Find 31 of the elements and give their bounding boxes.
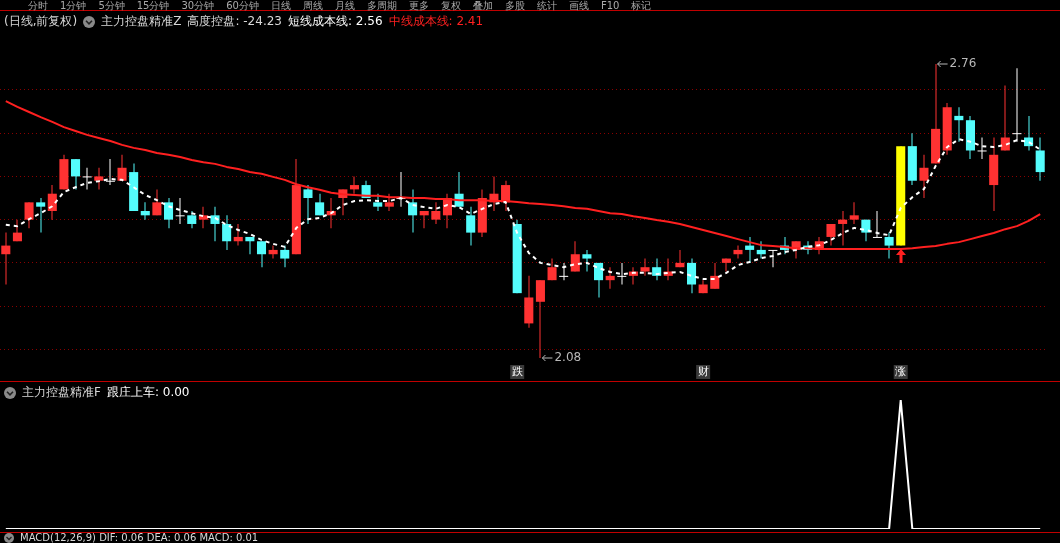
text: 高度控盘: -24.23 (187, 13, 282, 30)
text: 60分钟 (226, 0, 259, 11)
text: 分时 (28, 0, 48, 11)
text: 多股 (504, 0, 525, 11)
text: 15分钟 (136, 0, 170, 11)
annotation: 2.08 (554, 350, 582, 365)
text: 统计 (536, 0, 557, 11)
text: 短线成本线: 2.56 (287, 13, 383, 30)
chart-subtitle: 主力控盘精准Z (101, 13, 182, 30)
annotation: 2.76 (949, 56, 977, 71)
text: 叠加 (472, 0, 493, 11)
text: 周线 (302, 0, 323, 11)
text: MACD(12,26,9) DIF: 0.06 DEA: 0.06 MACD: 0.01 (20, 532, 259, 543)
chart-title: (日线,前复权) (4, 13, 78, 30)
text: 多周期 (366, 0, 397, 11)
text: 1分钟 (60, 0, 87, 11)
text: 月线 (334, 0, 355, 11)
text: F10 (600, 0, 620, 11)
text: 财 (697, 364, 709, 378)
text: 复权 (440, 0, 461, 11)
text: 涨 (895, 364, 907, 378)
text: 跌 (511, 364, 523, 378)
text: 跟庄上车: 0.00 (106, 384, 190, 401)
text: 更多 (408, 0, 429, 11)
chart-title: 主力控盘精准F (22, 384, 101, 401)
text: 5分钟 (98, 0, 125, 11)
text: 日线 (270, 0, 291, 11)
text: 标记 (631, 0, 652, 11)
text: 画线 (568, 0, 589, 11)
text: 中线成本线: 2.41 (388, 13, 484, 30)
text: 30分钟 (181, 0, 215, 11)
